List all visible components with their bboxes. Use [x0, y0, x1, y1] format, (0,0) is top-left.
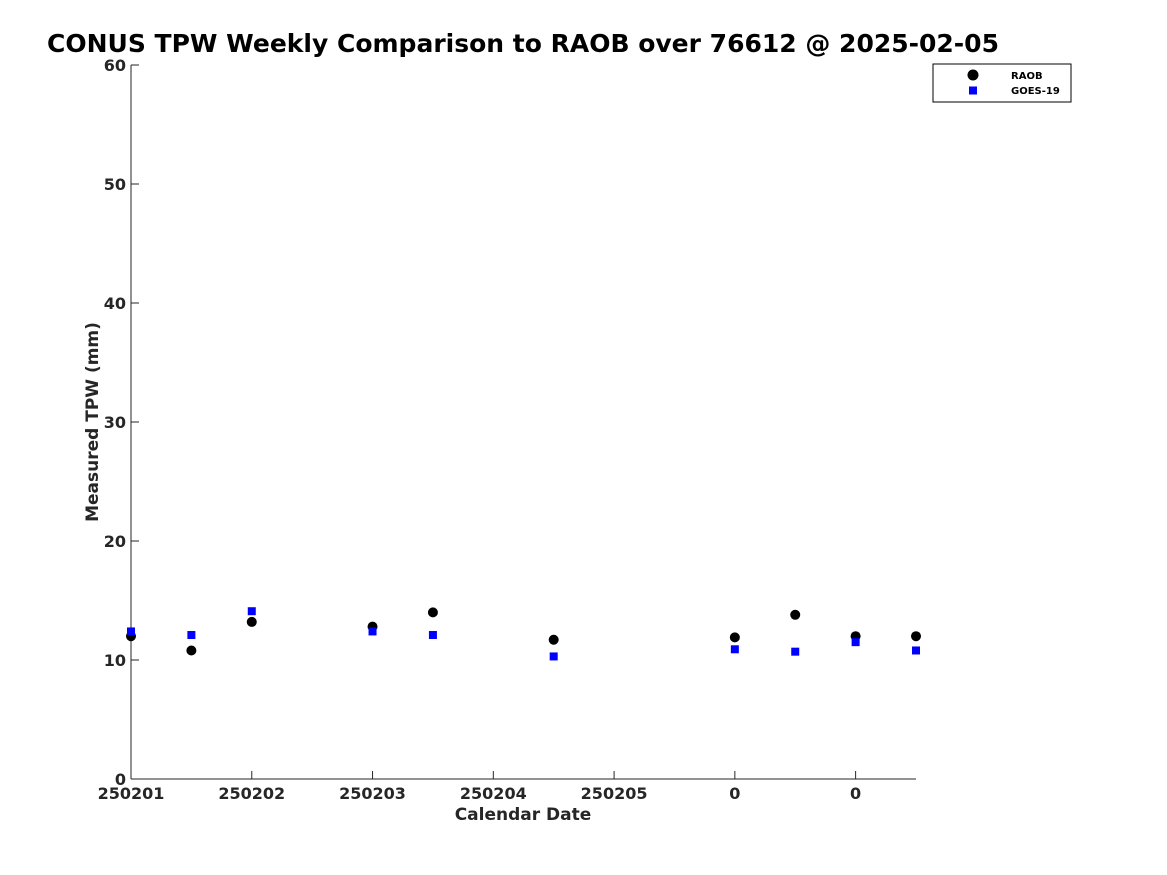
legend-marker-raob — [967, 69, 979, 81]
y-tick-label: 60 — [104, 56, 126, 75]
y-tick-label: 40 — [104, 294, 126, 313]
y-tick-label: 10 — [104, 651, 126, 670]
point-goes-19 — [549, 652, 558, 661]
point-raob — [729, 632, 740, 643]
x-tick-label: 250201 — [98, 784, 165, 803]
point-goes-19 — [127, 627, 135, 636]
point-raob — [246, 616, 257, 627]
point-goes-19 — [368, 627, 377, 636]
x-tick-label: 0 — [729, 784, 740, 803]
x-tick-label: 250203 — [339, 784, 406, 803]
point-goes-19 — [187, 631, 196, 640]
legend-label-raob: RAOB — [1011, 71, 1043, 82]
point-goes-19 — [428, 631, 437, 640]
x-tick-label: 250205 — [581, 784, 648, 803]
point-goes-19 — [247, 607, 256, 616]
legend: RAOB GOES-19 — [932, 63, 1072, 103]
legend-label-goes: GOES-19 — [1011, 86, 1060, 97]
x-axis-label: Calendar Date — [455, 805, 592, 825]
point-raob — [186, 645, 197, 656]
x-tick-label: 250204 — [460, 784, 527, 803]
point-raob — [427, 607, 438, 618]
data-points — [126, 607, 921, 661]
point-raob — [548, 634, 559, 645]
point-goes-19 — [730, 645, 739, 654]
y-tick-label: 0 — [115, 770, 126, 789]
chart-title: CONUS TPW Weekly Comparison to RAOB over… — [47, 29, 999, 58]
legend-box — [932, 63, 1072, 103]
y-axis-label: Measured TPW (mm) — [83, 322, 103, 522]
x-tick-label: 250202 — [218, 784, 285, 803]
y-tick-label: 30 — [104, 413, 126, 432]
point-goes-19 — [791, 647, 800, 656]
point-goes-19 — [912, 646, 920, 655]
x-ticks: 250201 250202 250203 250204 250205 0 0 — [98, 771, 861, 803]
legend-marker-goes — [969, 86, 977, 95]
point-goes-19 — [851, 638, 860, 647]
point-raob — [911, 631, 921, 642]
point-raob — [790, 609, 801, 620]
plot-axes — [130, 65, 916, 780]
y-tick-label: 20 — [104, 532, 126, 551]
y-ticks: 0 10 20 30 40 50 60 — [104, 56, 139, 789]
x-tick-label: 0 — [850, 784, 861, 803]
y-tick-label: 50 — [104, 175, 126, 194]
